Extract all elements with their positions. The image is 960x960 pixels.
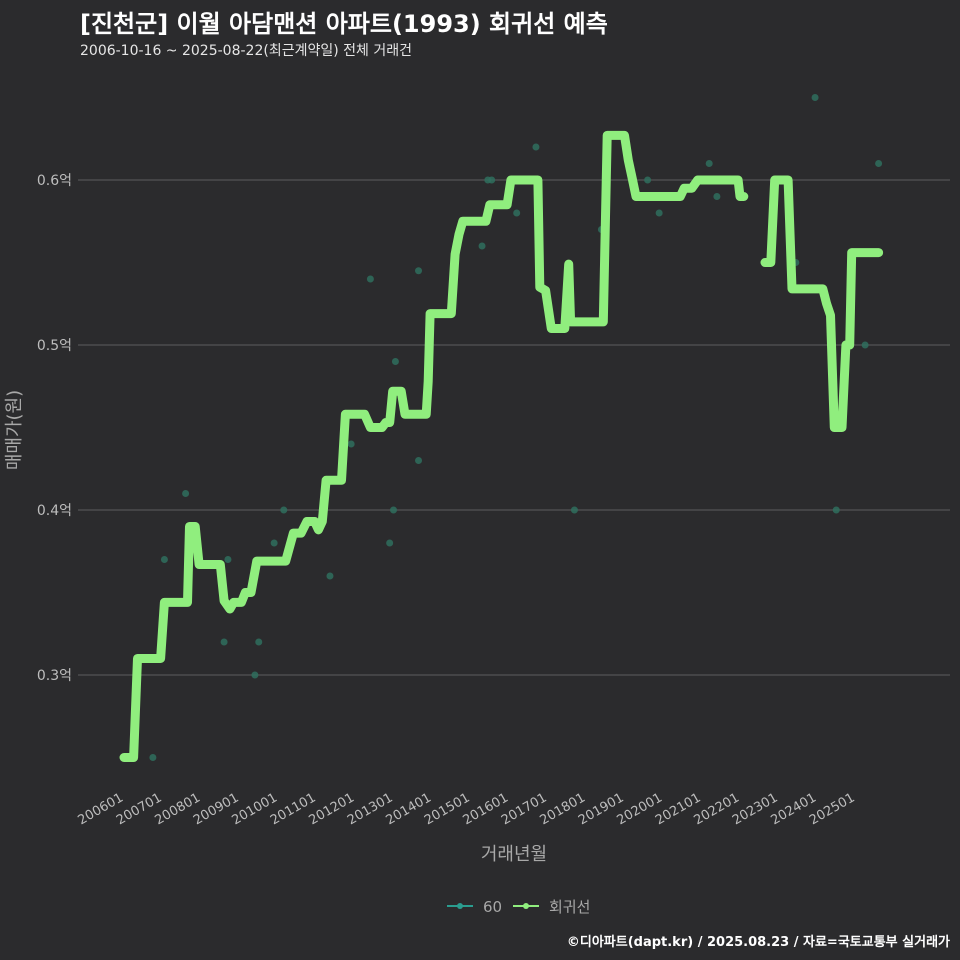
scatter-point: [861, 341, 869, 349]
scatter-point: [224, 556, 232, 563]
y-tick-label: 0.3억: [37, 668, 72, 684]
scatter-point: [570, 506, 578, 514]
source-credit: ©디아파트(dapt.kr) / 2025.08.23 / 자료=국토교통부 실…: [566, 935, 950, 950]
scatter-point: [220, 638, 228, 646]
scatter-point: [705, 160, 713, 167]
scatter-point: [326, 572, 334, 580]
scatter-point: [488, 176, 496, 184]
scatter-point: [390, 506, 397, 514]
y-axis-label: 매매가(원): [4, 390, 25, 470]
scatter-point: [386, 539, 394, 547]
scatter-point: [655, 209, 663, 217]
x-axis-label: 거래년월: [481, 844, 547, 865]
regression-line-segment: [760, 175, 884, 432]
regression-line-segment: [119, 130, 749, 762]
scatter-point: [832, 506, 840, 514]
scatter-point: [644, 176, 652, 184]
scatter-point: [347, 440, 355, 448]
scatter-point: [532, 143, 540, 151]
y-axis-ticks: 0.3억 0.4억 0.5억 0.6억: [37, 173, 72, 684]
chart-subtitle: 2006-10-16 ~ 2025-08-22(최근계약일) 전체 거래건: [80, 43, 412, 59]
y-tick-label: 0.6억: [37, 173, 72, 189]
legend-label-60: 60: [483, 898, 502, 916]
legend-scatter-swatch: [457, 903, 463, 909]
scatter-point: [251, 671, 259, 679]
legend-line-swatch-dot: [523, 903, 529, 909]
scatter-point: [280, 506, 288, 514]
y-tick-label: 0.4억: [37, 503, 72, 519]
legend-label-regression: 회귀선: [549, 898, 590, 916]
chart-title: [진천군] 이월 아담맨션 아파트(1993) 회귀선 예측: [80, 10, 608, 38]
scatter-point: [478, 242, 486, 250]
regression-line: [119, 130, 884, 762]
scatter-point: [270, 539, 278, 547]
grid-lines: [78, 179, 950, 676]
scatter-point: [149, 754, 157, 761]
scatter-point: [391, 358, 399, 365]
scatter-point: [713, 193, 721, 200]
scatter-point: [875, 160, 883, 167]
y-tick-label: 0.5억: [37, 338, 72, 354]
legend: 60 회귀선: [447, 898, 590, 916]
scatter-points: [149, 94, 883, 761]
scatter-point: [415, 457, 423, 464]
scatter-point: [255, 638, 263, 646]
scatter-point: [415, 267, 423, 275]
x-axis-ticks: 2006012007012008012009012010012011012012…: [76, 790, 858, 828]
scatter-point: [366, 275, 374, 283]
scatter-point: [513, 209, 521, 217]
scatter-point: [182, 490, 190, 497]
scatter-point: [160, 556, 168, 563]
scatter-point: [811, 94, 819, 101]
